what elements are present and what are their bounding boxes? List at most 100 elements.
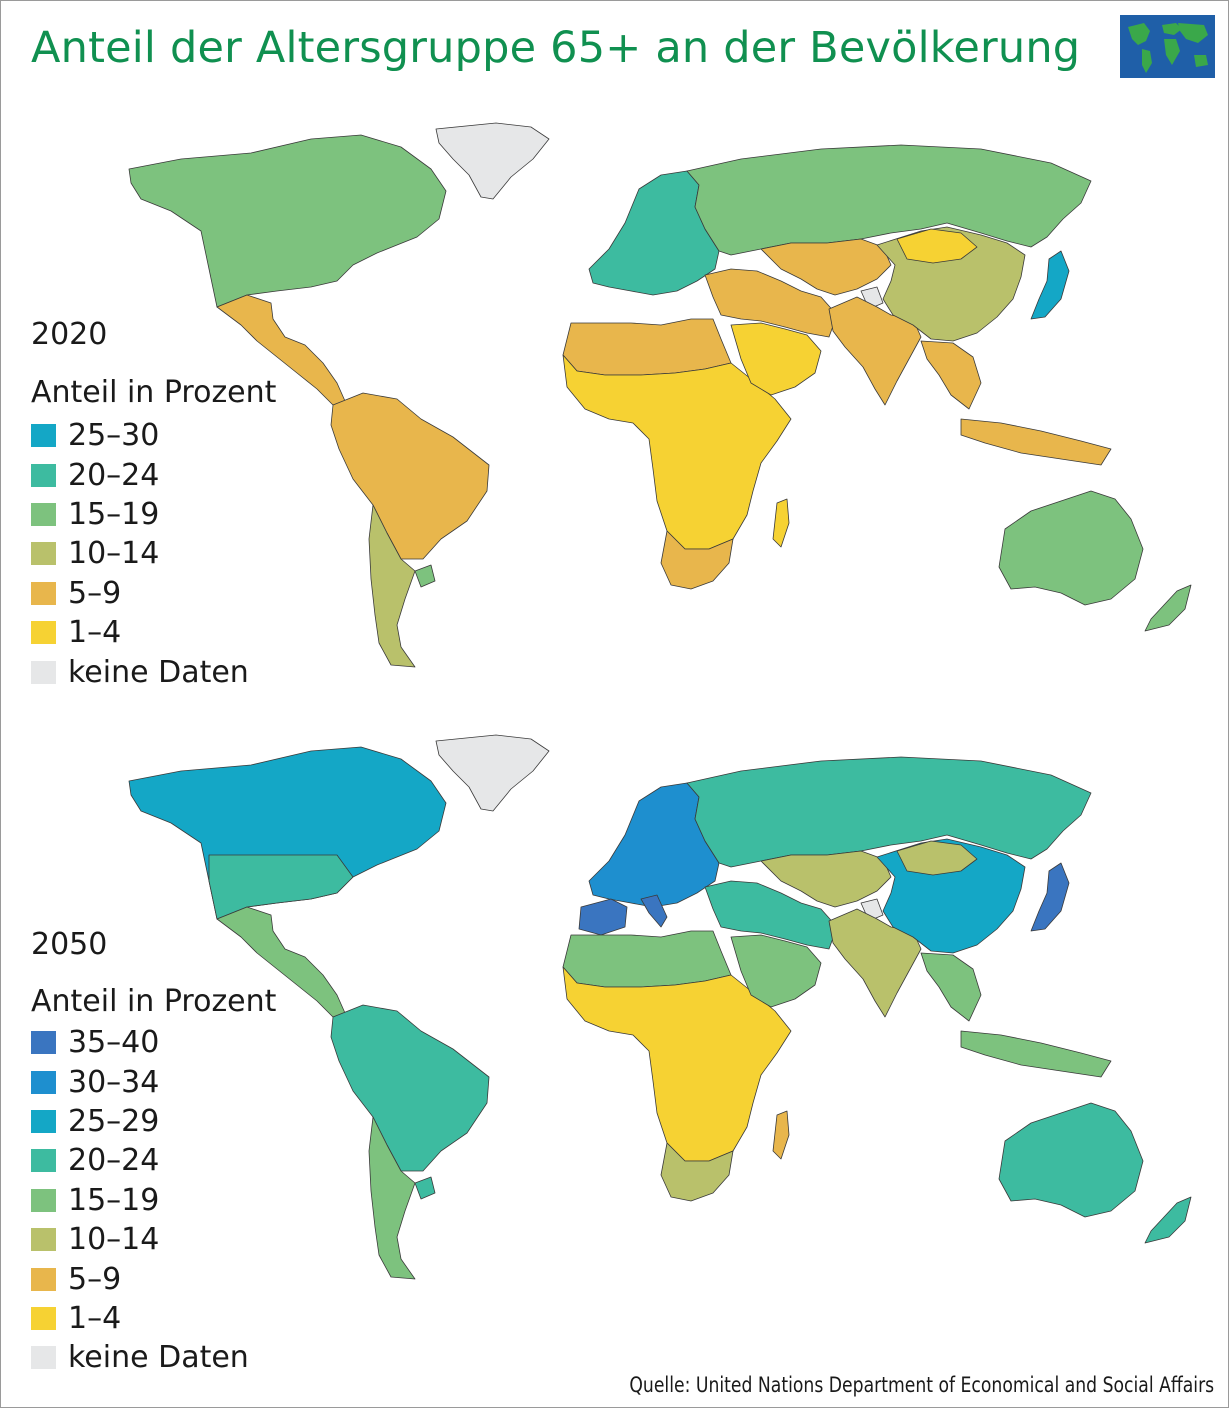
legend-item: 10–14 xyxy=(31,534,249,573)
region-iberia-italy xyxy=(578,894,668,936)
legend-label: 5–9 xyxy=(68,1261,122,1297)
region-japan xyxy=(1030,250,1070,320)
legend-item: 5–9 xyxy=(31,574,249,613)
region-south-asia xyxy=(828,908,922,1018)
map-2050-legend: 35–40 30–34 25–29 20–24 15–19 10–14 5–9 … xyxy=(31,1023,249,1378)
legend-item: 5–9 xyxy=(31,1259,249,1298)
region-southeast-asia xyxy=(920,952,1112,1078)
legend-label: 25–30 xyxy=(68,418,160,454)
region-arabian-peninsula xyxy=(730,934,822,1008)
legend-item: keine Daten xyxy=(31,652,249,691)
legend-swatch xyxy=(31,660,56,684)
region-australia xyxy=(998,490,1144,606)
legend-item: keine Daten xyxy=(31,1338,249,1377)
region-sub-saharan-africa xyxy=(562,966,792,1162)
region-south-asia xyxy=(828,296,922,406)
region-southeast-asia xyxy=(920,340,1112,466)
legend-item: 1–4 xyxy=(31,613,249,652)
legend-label: 30–34 xyxy=(68,1064,160,1100)
legend-label: 15–19 xyxy=(68,496,160,532)
legend-label: 20–24 xyxy=(68,1143,160,1179)
legend-label: 35–40 xyxy=(68,1025,160,1061)
legend-swatch xyxy=(31,463,56,487)
map-2020-legend: 25–30 20–24 15–19 10–14 5–9 1–4 keine Da… xyxy=(31,416,249,692)
legend-item: 1–4 xyxy=(31,1299,249,1338)
world-map-icon xyxy=(1120,15,1215,78)
region-north-africa xyxy=(562,318,732,376)
region-russia xyxy=(686,144,1092,256)
region-new-zealand xyxy=(1144,1196,1192,1244)
legend-item: 25–29 xyxy=(31,1102,249,1141)
legend-swatch xyxy=(31,581,56,605)
region-mexico-central-america xyxy=(216,294,346,406)
map-2020-legend-title: Anteil in Prozent xyxy=(31,375,277,410)
region-southern-africa xyxy=(660,530,734,590)
region-australia xyxy=(998,1102,1144,1218)
legend-item: 35–40 xyxy=(31,1023,249,1062)
world-map-2050 xyxy=(128,734,1192,1280)
region-madagascar xyxy=(772,1110,790,1160)
legend-swatch xyxy=(31,1188,56,1212)
legend-label: 1–4 xyxy=(68,1300,122,1336)
region-uruguay xyxy=(414,1176,436,1200)
legend-item: 25–30 xyxy=(31,416,249,455)
region-north-america xyxy=(128,134,447,308)
region-southern-cone xyxy=(368,504,416,668)
region-madagascar xyxy=(772,498,790,548)
legend-swatch xyxy=(31,621,56,645)
map-2050-legend-title: Anteil in Prozent xyxy=(31,984,277,1019)
region-middle-east xyxy=(704,268,838,338)
region-arabian-peninsula xyxy=(730,322,822,396)
region-mexico-central-america xyxy=(216,906,346,1018)
world-map-2020 xyxy=(128,122,1192,668)
legend-label: 15–19 xyxy=(68,1182,160,1218)
region-central-asia xyxy=(760,238,892,296)
map-2020-year: 2020 xyxy=(31,317,108,352)
region-mongolia xyxy=(896,228,978,264)
page-title: Anteil der Altersgruppe 65+ an der Bevöl… xyxy=(31,23,1081,73)
legend-swatch xyxy=(31,542,56,566)
legend-swatch xyxy=(31,1346,56,1370)
region-japan xyxy=(1030,862,1070,932)
legend-label: keine Daten xyxy=(68,654,249,690)
region-north-america xyxy=(128,746,447,920)
legend-item: 20–24 xyxy=(31,1141,249,1180)
legend-swatch xyxy=(31,502,56,526)
legend-item: 10–14 xyxy=(31,1220,249,1259)
legend-item: 30–34 xyxy=(31,1062,249,1101)
region-southern-cone xyxy=(368,1116,416,1280)
region-sub-saharan-africa xyxy=(562,354,792,550)
region-south-america xyxy=(330,1004,490,1172)
legend-swatch xyxy=(31,1267,56,1291)
region-greenland xyxy=(435,122,550,200)
legend-label: 1–4 xyxy=(68,615,122,651)
legend-item: 15–19 xyxy=(31,495,249,534)
region-central-asia xyxy=(760,850,892,908)
legend-label: 25–29 xyxy=(68,1103,160,1139)
legend-label: 10–14 xyxy=(68,1222,160,1258)
legend-item: 20–24 xyxy=(31,455,249,494)
legend-swatch xyxy=(31,1070,56,1094)
region-greenland xyxy=(435,734,550,812)
legend-swatch xyxy=(31,1109,56,1133)
legend-item: 15–19 xyxy=(31,1181,249,1220)
region-north-africa xyxy=(562,930,732,988)
region-southern-africa xyxy=(660,1142,734,1202)
region-south-america xyxy=(330,392,490,560)
region-russia xyxy=(686,756,1092,868)
legend-swatch xyxy=(31,1149,56,1173)
region-mongolia xyxy=(896,840,978,876)
source-note: Quelle: United Nations Department of Eco… xyxy=(629,1373,1214,1397)
region-uruguay xyxy=(414,564,436,588)
legend-label: keine Daten xyxy=(68,1340,249,1376)
legend-swatch xyxy=(31,424,56,448)
region-new-zealand xyxy=(1144,584,1192,632)
legend-label: 5–9 xyxy=(68,575,122,611)
map-2050-year: 2050 xyxy=(31,927,108,962)
legend-label: 10–14 xyxy=(68,536,160,572)
legend-swatch xyxy=(31,1031,56,1055)
legend-swatch xyxy=(31,1228,56,1252)
region-usa xyxy=(208,854,354,920)
legend-label: 20–24 xyxy=(68,457,160,493)
